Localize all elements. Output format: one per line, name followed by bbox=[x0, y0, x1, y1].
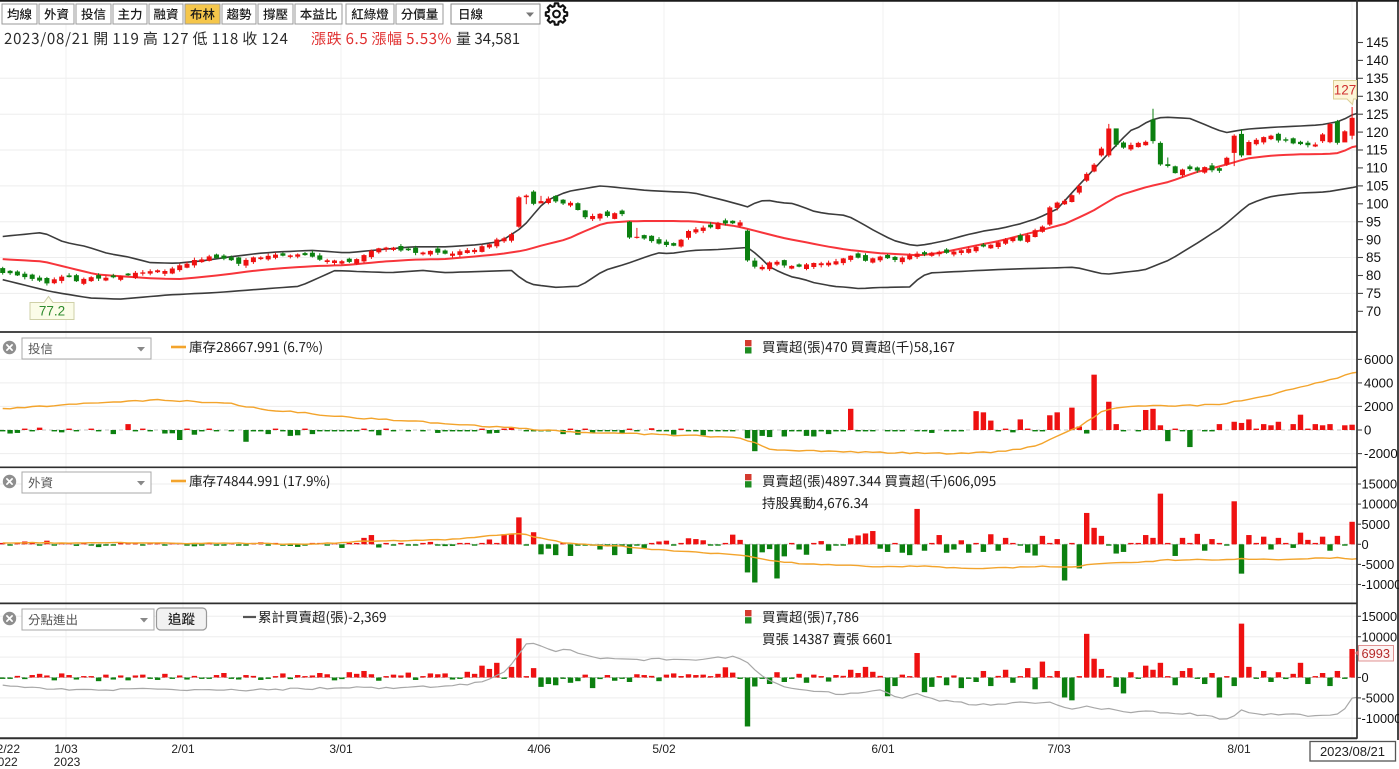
svg-text:145: 145 bbox=[1366, 35, 1389, 50]
svg-text:1/03: 1/03 bbox=[54, 742, 78, 756]
svg-text:5/02: 5/02 bbox=[652, 742, 676, 756]
svg-text:0: 0 bbox=[1362, 537, 1369, 552]
svg-text:95: 95 bbox=[1366, 214, 1381, 229]
svg-text:77.2: 77.2 bbox=[39, 304, 65, 319]
svg-text:10000: 10000 bbox=[1362, 629, 1398, 644]
svg-text:135: 135 bbox=[1366, 71, 1389, 86]
svg-text:-10000: -10000 bbox=[1362, 577, 1399, 592]
svg-text:90: 90 bbox=[1366, 232, 1381, 247]
svg-text:110: 110 bbox=[1366, 161, 1388, 176]
svg-text:6/01: 6/01 bbox=[871, 742, 895, 756]
svg-text:140: 140 bbox=[1366, 53, 1389, 68]
svg-text:105: 105 bbox=[1366, 179, 1389, 194]
svg-text:15000: 15000 bbox=[1362, 477, 1398, 492]
svg-text:-5000: -5000 bbox=[1362, 691, 1395, 706]
svg-text:70: 70 bbox=[1366, 304, 1381, 319]
svg-text:0: 0 bbox=[1362, 670, 1369, 685]
svg-text:0: 0 bbox=[1364, 423, 1371, 438]
svg-text:2000: 2000 bbox=[1364, 399, 1393, 414]
svg-text:15000: 15000 bbox=[1362, 609, 1398, 624]
svg-text:2023/08/21: 2023/08/21 bbox=[1320, 744, 1385, 759]
svg-text:8/01: 8/01 bbox=[1227, 742, 1251, 756]
svg-text:4000: 4000 bbox=[1364, 376, 1393, 391]
svg-text:85: 85 bbox=[1366, 250, 1381, 265]
svg-text:100: 100 bbox=[1366, 197, 1389, 212]
svg-text:-2000: -2000 bbox=[1364, 446, 1398, 461]
svg-text:6000: 6000 bbox=[1364, 352, 1393, 367]
svg-text:3/01: 3/01 bbox=[329, 742, 353, 756]
svg-text:127: 127 bbox=[1334, 83, 1357, 98]
svg-text:2023: 2023 bbox=[54, 755, 81, 769]
svg-text:7/03: 7/03 bbox=[1047, 742, 1071, 756]
svg-text:80: 80 bbox=[1366, 268, 1381, 283]
svg-text:6993: 6993 bbox=[1362, 646, 1390, 661]
svg-text:75: 75 bbox=[1366, 286, 1381, 301]
svg-text:120: 120 bbox=[1366, 125, 1389, 140]
svg-text:115: 115 bbox=[1366, 143, 1388, 158]
svg-text:4/06: 4/06 bbox=[527, 742, 551, 756]
svg-text:-5000: -5000 bbox=[1362, 557, 1395, 572]
svg-text:12/22: 12/22 bbox=[0, 742, 20, 756]
svg-text:130: 130 bbox=[1366, 89, 1389, 104]
svg-text:125: 125 bbox=[1366, 107, 1389, 122]
svg-text:5000: 5000 bbox=[1362, 517, 1390, 532]
svg-text:2/01: 2/01 bbox=[171, 742, 195, 756]
svg-text:-10000: -10000 bbox=[1362, 711, 1399, 726]
svg-text:10000: 10000 bbox=[1362, 497, 1398, 512]
